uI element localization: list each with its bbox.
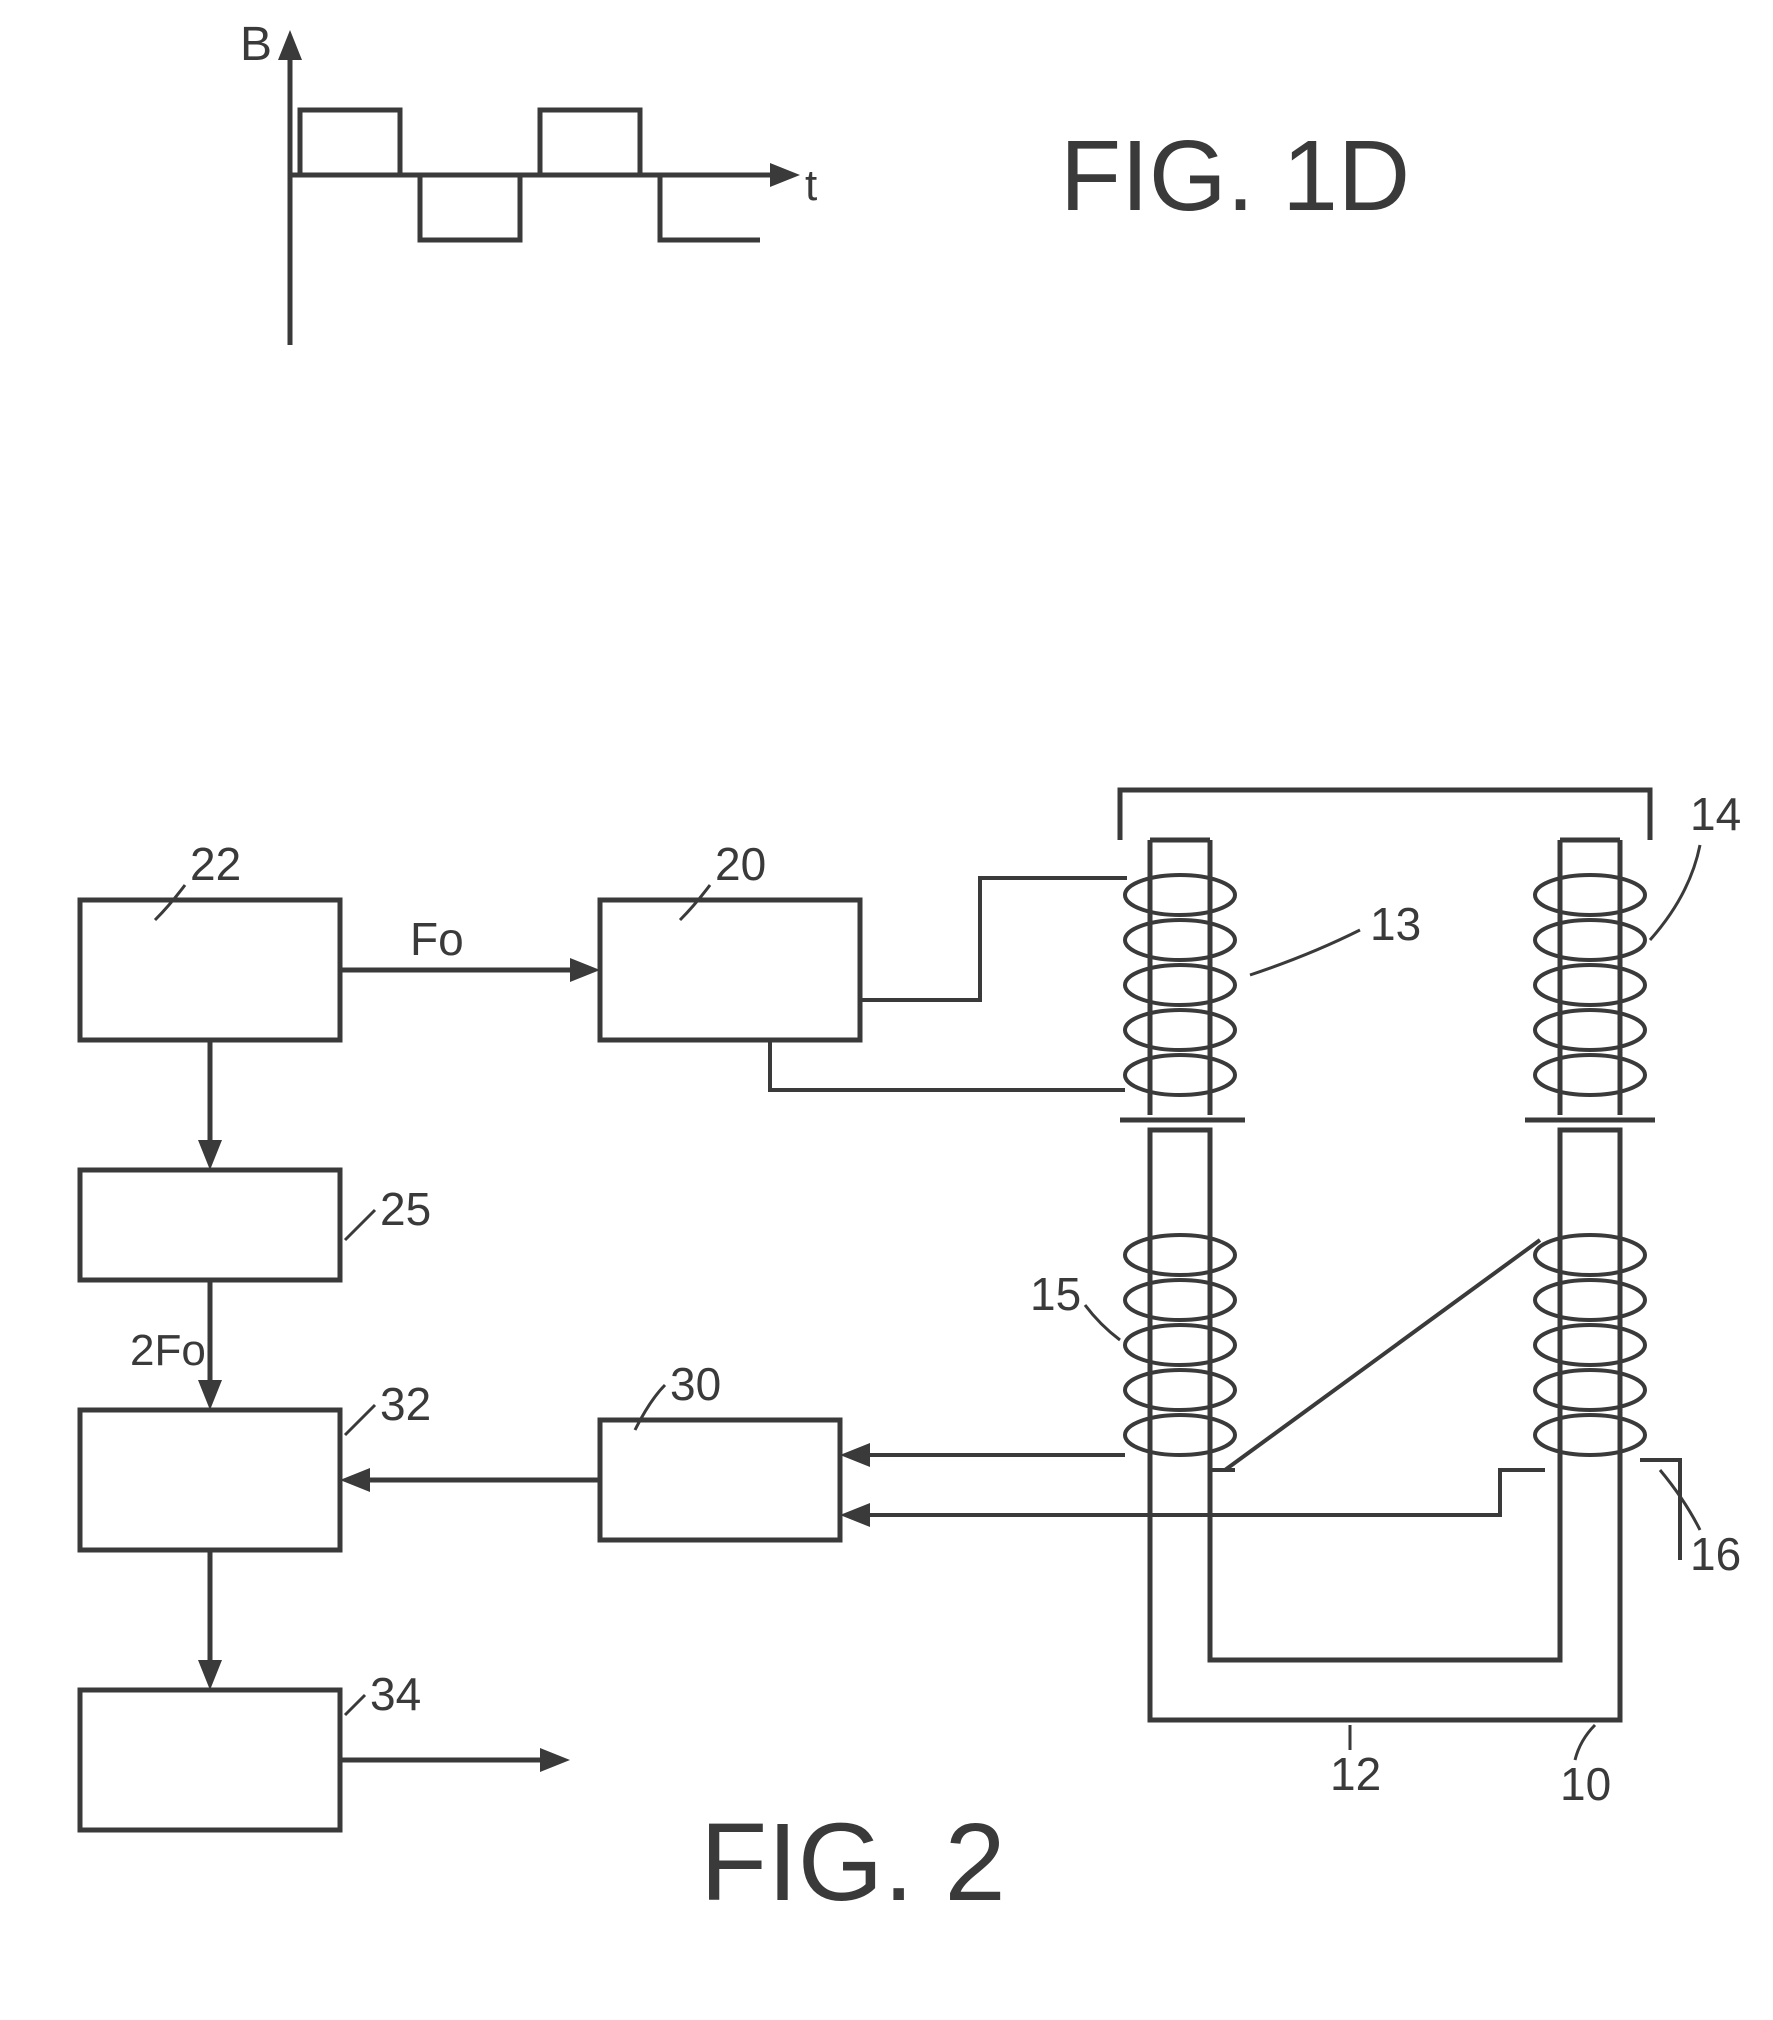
label-32: 32 (380, 1378, 431, 1430)
label-22: 22 (190, 838, 241, 890)
label-34: 34 (370, 1668, 421, 1720)
label-16: 16 (1690, 1528, 1741, 1580)
label-2fo: 2Fo (130, 1326, 206, 1375)
coil-14 (1535, 875, 1645, 1095)
label-13: 13 (1370, 898, 1421, 950)
x-axis-label: t (805, 161, 817, 210)
label-15: 15 (1030, 1268, 1081, 1320)
coil-13 (1125, 875, 1235, 1095)
label-14: 14 (1690, 788, 1741, 840)
y-axis-label: B (240, 18, 272, 71)
label-20: 20 (715, 838, 766, 890)
figure-canvas: B t FIG. 1D 22 20 Fo 25 (0, 0, 1773, 2020)
fig-2: 22 20 Fo 25 2Fo 32 30 (80, 788, 1741, 1924)
label-10: 10 (1560, 1758, 1611, 1810)
fig-2-title: FIG. 2 (700, 1801, 1006, 1924)
coil-15 (1125, 1235, 1235, 1455)
label-12: 12 (1330, 1748, 1381, 1800)
label-30: 30 (670, 1358, 721, 1410)
fig-1d-title: FIG. 1D (1060, 120, 1410, 232)
fig-1d: B t FIG. 1D (240, 18, 1410, 345)
coil-16 (1535, 1235, 1645, 1455)
label-fo: Fo (410, 913, 464, 965)
label-25: 25 (380, 1183, 431, 1235)
